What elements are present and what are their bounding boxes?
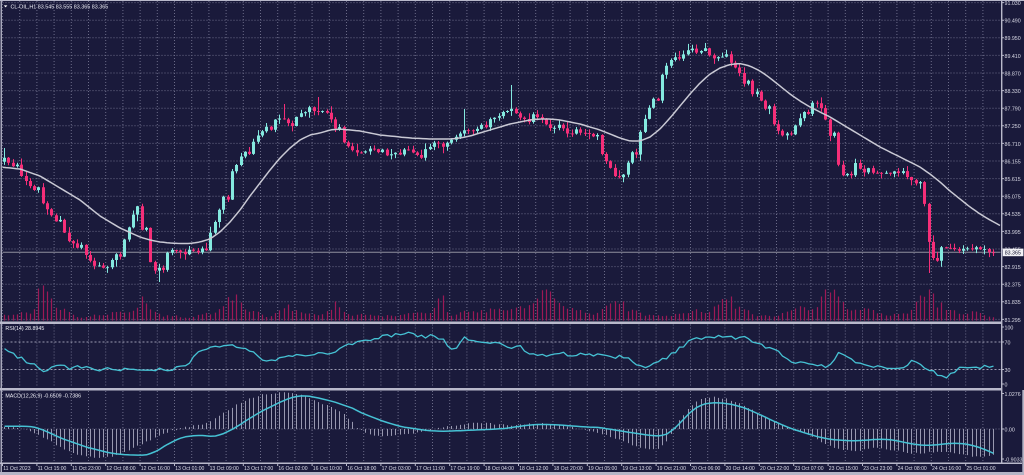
svg-text:20 Oct 14:00: 20 Oct 14:00: [726, 466, 755, 472]
svg-text:25 Oct 01:00: 25 Oct 01:00: [966, 466, 995, 472]
svg-text:89.950: 89.950: [1005, 36, 1021, 42]
svg-text:1.0276: 1.0276: [1005, 392, 1021, 398]
svg-text:70: 70: [1005, 340, 1011, 346]
svg-text:23 Oct 15:00: 23 Oct 15:00: [829, 466, 858, 472]
svg-text:89.410: 89.410: [1005, 54, 1021, 60]
svg-text:83.995: 83.995: [1005, 230, 1021, 236]
svg-text:11 Oct 23:00: 11 Oct 23:00: [72, 466, 101, 472]
svg-text:19 Oct 21:00: 19 Oct 21:00: [657, 466, 686, 472]
svg-text:81.295: 81.295: [1005, 318, 1021, 324]
svg-text:11 Oct 15:00: 11 Oct 15:00: [38, 466, 67, 472]
svg-text:24 Oct 08:00: 24 Oct 08:00: [898, 466, 927, 472]
svg-text:87.790: 87.790: [1005, 107, 1021, 113]
svg-text:13 Oct 17:00: 13 Oct 17:00: [244, 466, 273, 472]
svg-text:18 Oct 04:00: 18 Oct 04:00: [485, 466, 514, 472]
svg-text:MACD(12,26,9) -0.6509 -0.7386: MACD(12,26,9) -0.6509 -0.7386: [5, 394, 81, 400]
svg-text:16 Oct 10:00: 16 Oct 10:00: [313, 466, 342, 472]
svg-text:88.870: 88.870: [1005, 71, 1021, 77]
svg-text:84.535: 84.535: [1005, 212, 1021, 218]
svg-text:0: 0: [1005, 382, 1008, 388]
svg-text:85.615: 85.615: [1005, 177, 1021, 183]
svg-text:19 Oct 13:00: 19 Oct 13:00: [622, 466, 651, 472]
svg-text:16 Oct 18:00: 16 Oct 18:00: [347, 466, 376, 472]
svg-text:12 Oct 08:00: 12 Oct 08:00: [106, 466, 135, 472]
svg-text:17 Oct 11:00: 17 Oct 11:00: [416, 466, 445, 472]
svg-text:82.915: 82.915: [1005, 265, 1021, 271]
svg-text:23 Oct 07:00: 23 Oct 07:00: [794, 466, 823, 472]
svg-text:88.330: 88.330: [1005, 89, 1021, 95]
svg-text:100: 100: [1005, 325, 1014, 331]
svg-text:86.710: 86.710: [1005, 142, 1021, 148]
svg-text:13 Oct 01:00: 13 Oct 01:00: [175, 466, 204, 472]
svg-text:83.365: 83.365: [1005, 251, 1021, 257]
svg-text:0.00: 0.00: [1005, 427, 1015, 433]
svg-text:81.835: 81.835: [1005, 300, 1021, 306]
svg-text:86.155: 86.155: [1005, 159, 1021, 165]
svg-text:-0.9033: -0.9033: [1005, 457, 1023, 463]
svg-text:91.030: 91.030: [1005, 1, 1021, 7]
svg-text:16 Oct 02:00: 16 Oct 02:00: [278, 466, 307, 472]
svg-text:RSI(14) 28.8945: RSI(14) 28.8945: [5, 326, 44, 332]
svg-text:90.490: 90.490: [1005, 19, 1021, 25]
svg-text:30: 30: [1005, 368, 1011, 374]
svg-text:CL-OIL,H1 83.545 83.555 83.36: CL-OIL,H1 83.545 83.555 83.365 83.365: [11, 5, 109, 11]
svg-text:19 Oct 05:00: 19 Oct 05:00: [588, 466, 617, 472]
svg-text:20 Oct 06:00: 20 Oct 06:00: [691, 466, 720, 472]
svg-text:87.250: 87.250: [1005, 124, 1021, 130]
svg-text:13 Oct 09:00: 13 Oct 09:00: [210, 466, 239, 472]
svg-text:85.075: 85.075: [1005, 195, 1021, 201]
svg-text:23 Oct 23:00: 23 Oct 23:00: [863, 466, 892, 472]
svg-text:11 Oct 2023: 11 Oct 2023: [3, 466, 31, 472]
svg-text:17 Oct 19:00: 17 Oct 19:00: [450, 466, 479, 472]
svg-text:20 Oct 22:00: 20 Oct 22:00: [760, 466, 789, 472]
svg-text:17 Oct 03:00: 17 Oct 03:00: [382, 466, 411, 472]
svg-text:12 Oct 16:00: 12 Oct 16:00: [141, 466, 170, 472]
svg-text:24 Oct 16:00: 24 Oct 16:00: [932, 466, 961, 472]
svg-text:82.375: 82.375: [1005, 283, 1021, 289]
svg-text:18 Oct 12:00: 18 Oct 12:00: [519, 466, 548, 472]
svg-text:18 Oct 20:00: 18 Oct 20:00: [554, 466, 583, 472]
